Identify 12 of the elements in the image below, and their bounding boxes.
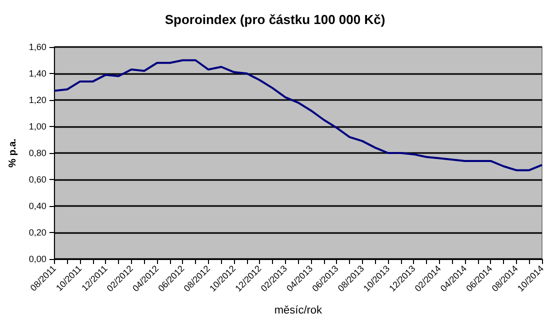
y-tick-label: 0,80 <box>28 148 46 158</box>
y-tick-label: 0,20 <box>28 228 46 238</box>
y-tick-label: 0,40 <box>28 201 46 211</box>
y-tick-label: 1,20 <box>28 95 46 105</box>
chart-title: Sporoindex (pro částku 100 000 Kč) <box>164 12 386 27</box>
y-tick-label: 1,00 <box>28 122 46 132</box>
y-tick-label: 0,60 <box>28 174 46 184</box>
x-axis-title: měsíc/rok <box>274 304 323 316</box>
y-tick-label: 1,40 <box>28 68 46 78</box>
y-tick-label: 1,60 <box>28 42 46 52</box>
y-axis-title: % p.a. <box>8 138 18 168</box>
y-tick-label: 0,00 <box>28 254 46 264</box>
